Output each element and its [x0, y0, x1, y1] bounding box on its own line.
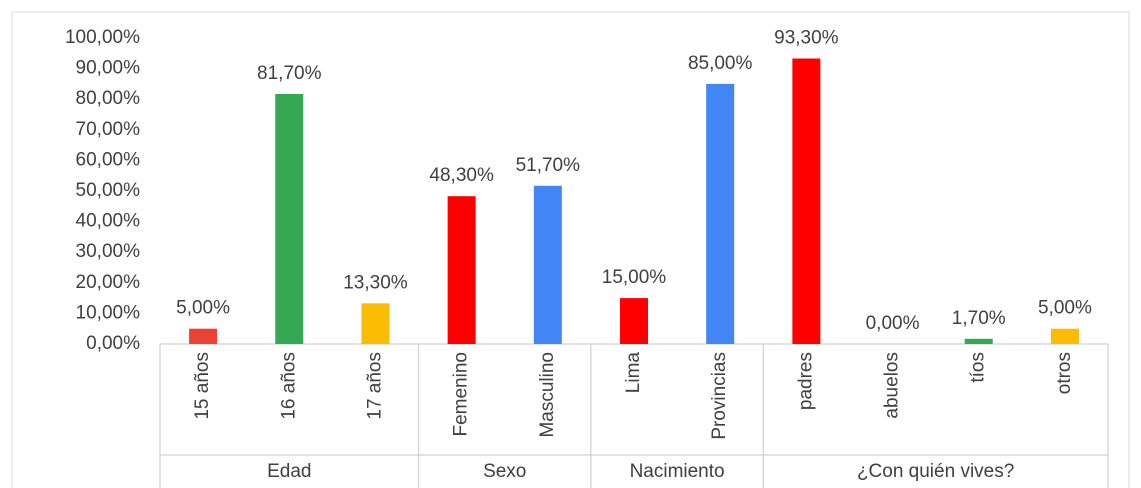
x-tick-label: Masculino — [537, 352, 558, 438]
x-tick-label: otros — [1054, 352, 1075, 394]
data-label: 85,00% — [688, 53, 753, 74]
bar — [275, 93, 304, 344]
bar — [964, 338, 993, 344]
y-tick-label: 50,00% — [76, 180, 141, 201]
y-tick-label: 100,00% — [65, 27, 140, 48]
x-tick-label: 17 años — [364, 352, 385, 420]
data-label: 15,00% — [602, 267, 667, 288]
x-tick-label: abuelos — [882, 352, 903, 419]
group-label: Nacimiento — [630, 461, 725, 482]
data-label: 51,70% — [516, 155, 581, 176]
y-tick-label: 70,00% — [76, 119, 141, 140]
data-label: 5,00% — [1038, 298, 1092, 319]
y-tick-label: 40,00% — [76, 211, 141, 232]
bar — [533, 185, 562, 344]
data-label: 81,70% — [257, 63, 322, 84]
data-label: 13,30% — [343, 272, 408, 293]
data-label: 0,00% — [866, 313, 920, 334]
group-label: Edad — [267, 461, 311, 482]
group-label: ¿Con quién vives? — [857, 461, 1014, 482]
group-label: Sexo — [483, 461, 526, 482]
y-tick-label: 80,00% — [76, 88, 141, 109]
y-tick-label: 0,00% — [86, 333, 140, 354]
bar — [620, 298, 648, 344]
data-label: 1,70% — [952, 308, 1006, 329]
data-label: 93,30% — [774, 28, 839, 49]
bar — [1050, 328, 1079, 344]
x-tick-label: Lima — [623, 352, 644, 394]
chart-frame — [11, 11, 1130, 488]
bar — [189, 328, 218, 344]
y-tick-label: 30,00% — [76, 241, 141, 262]
x-tick-label: 15 años — [192, 352, 213, 420]
data-label: 5,00% — [176, 298, 230, 319]
bar — [361, 303, 390, 344]
bar — [447, 196, 476, 344]
x-tick-label: 16 años — [278, 352, 299, 420]
y-tick-label: 10,00% — [76, 302, 141, 323]
y-tick-label: 20,00% — [76, 272, 141, 293]
x-tick-label: tíos — [968, 352, 989, 383]
x-tick-label: Provincias — [709, 352, 730, 440]
x-tick-label: Femenino — [451, 352, 472, 437]
x-tick-label: padres — [795, 352, 816, 410]
y-tick-label: 60,00% — [76, 149, 141, 170]
bar — [706, 83, 735, 345]
bar — [792, 58, 821, 344]
data-label: 48,30% — [429, 165, 494, 186]
y-tick-label: 90,00% — [76, 58, 141, 79]
